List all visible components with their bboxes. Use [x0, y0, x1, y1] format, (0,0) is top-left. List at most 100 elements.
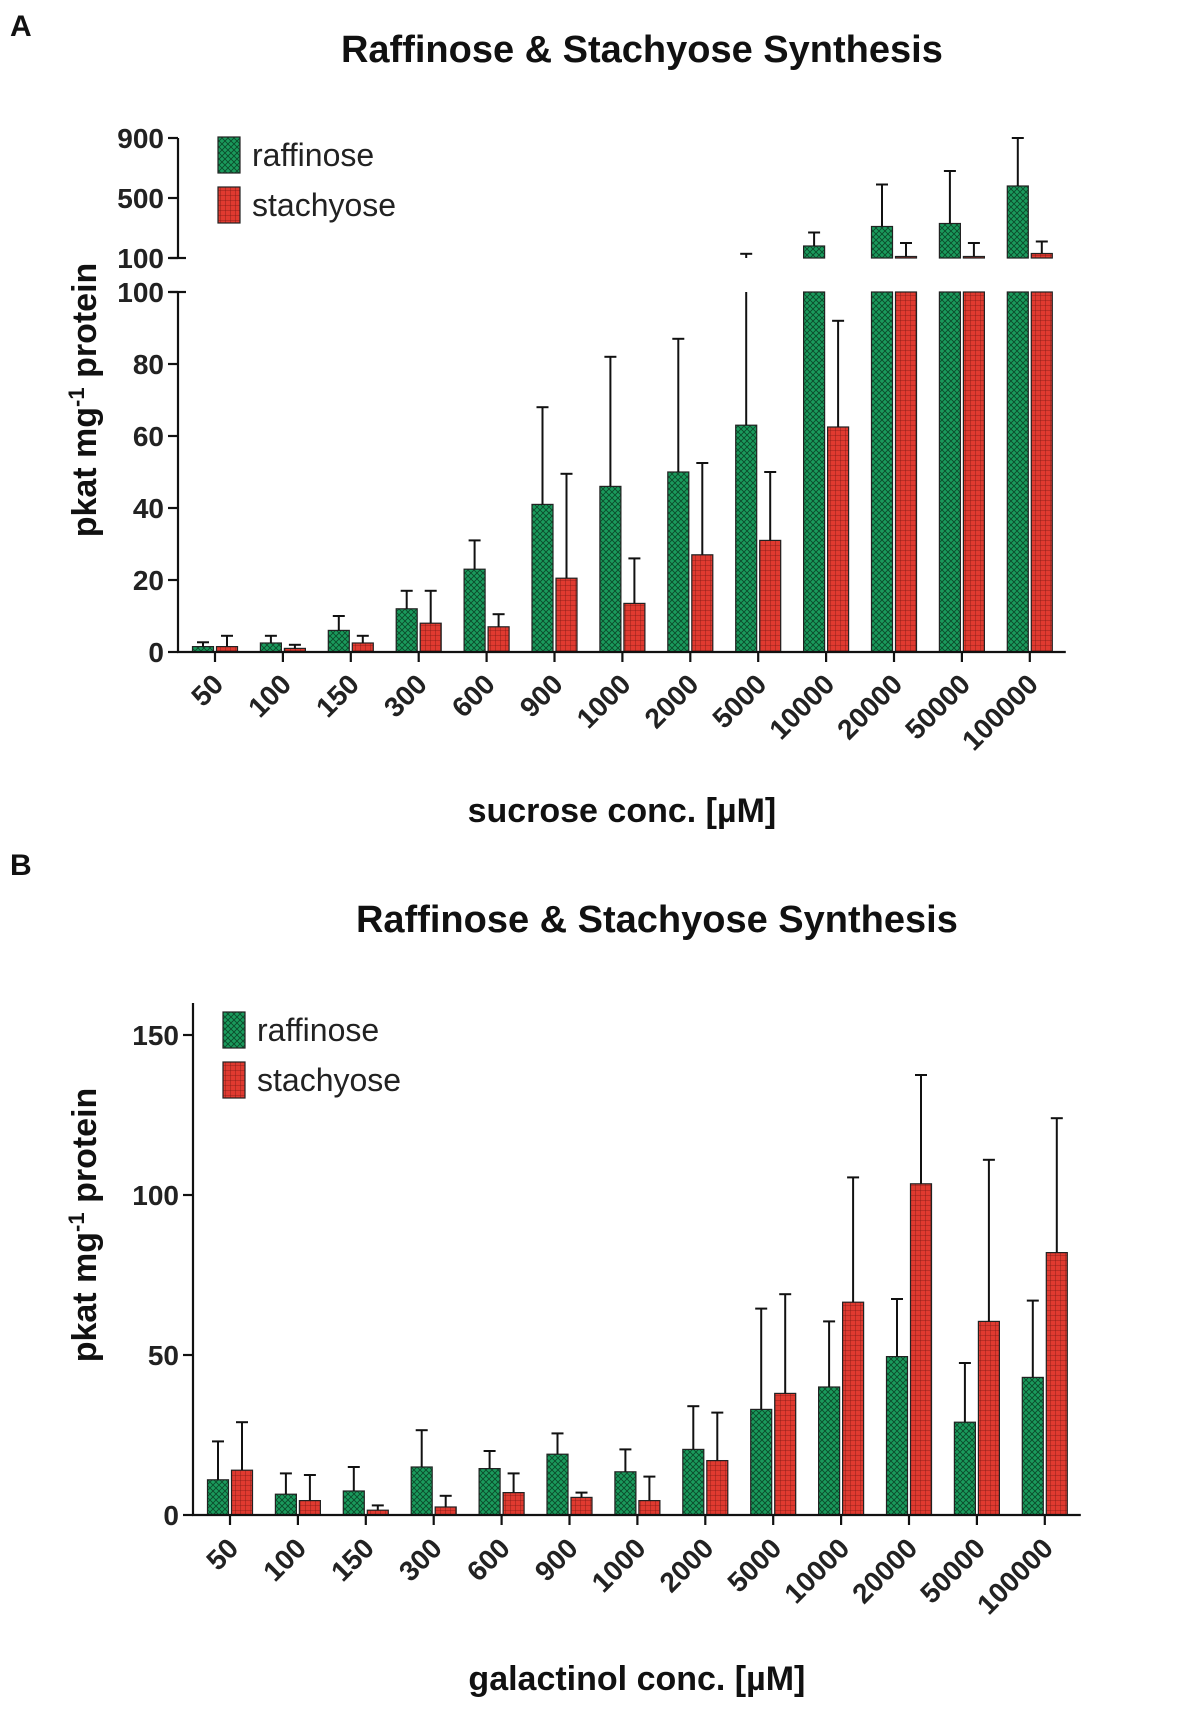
x-tick-label-300: 300: [378, 668, 433, 723]
bar-raffinose-20000: [885, 1355, 909, 1516]
bar-stachyose-100000: [1045, 1251, 1068, 1516]
bar-stachyose-100: [298, 1499, 321, 1516]
y-tick-label-0: 0: [163, 1500, 179, 1531]
y-tick-label-50: 50: [148, 1340, 179, 1371]
x-tick-label-1000: 1000: [571, 668, 637, 734]
bar-raffinose-20000: [870, 291, 894, 653]
x-tick-label-900: 900: [514, 668, 569, 723]
bar-raffinose-1000: [614, 1471, 637, 1516]
bar-stachyose-5000: [759, 539, 782, 653]
x-tick-label-2000: 2000: [654, 1532, 720, 1598]
y-tick-label-100: 100: [132, 1180, 179, 1211]
x-tick-label-600: 600: [461, 1532, 516, 1587]
bar-raffinose-100: [259, 642, 282, 653]
bar-stachyose-600: [487, 626, 510, 653]
bar-raffinose-150: [327, 629, 350, 653]
bar-upper-stachyose-100000: [1030, 252, 1053, 259]
bar-stachyose-1000: [623, 602, 646, 653]
bar-raffinose-5000: [735, 424, 758, 653]
legend-swatch-stachyose: [222, 1061, 246, 1099]
x-tick-label-100000: 100000: [956, 668, 1044, 756]
bar-upper-raffinose-100000: [1006, 185, 1029, 259]
y-axis-label-superscript: -1: [64, 1212, 89, 1232]
x-tick-label-50: 50: [200, 1532, 244, 1576]
y-axis-label-main: pkat mg: [66, 1232, 104, 1362]
bar-upper-stachyose-20000: [894, 255, 918, 259]
bar-raffinose-100: [274, 1493, 297, 1516]
y-tick-label-upper-500: 500: [117, 183, 164, 214]
x-tick-label-300: 300: [393, 1532, 448, 1587]
bar-raffinose-50000: [953, 1421, 977, 1516]
bar-raffinose-600: [463, 568, 486, 653]
bar-raffinose-2000: [667, 471, 690, 653]
x-tick-label-900: 900: [529, 1532, 584, 1587]
y-axis-label-superscript: -1: [64, 387, 89, 407]
bar-raffinose-50: [206, 1479, 230, 1516]
bar-stachyose-50000: [962, 291, 986, 653]
bar-stachyose-20000: [909, 1183, 933, 1516]
bar-raffinose-900: [531, 503, 554, 653]
bar-stachyose-900: [555, 577, 578, 653]
legend-swatch-raffinose: [222, 1011, 246, 1049]
y-tick-label-lower-80: 80: [133, 349, 164, 380]
x-tick-label-2000: 2000: [639, 668, 705, 734]
bar-upper-raffinose-10000: [802, 245, 826, 259]
panel-label: A: [10, 10, 32, 43]
y-tick-label-lower-40: 40: [133, 493, 164, 524]
x-tick-label-100: 100: [242, 668, 297, 723]
y-tick-label-150: 150: [132, 1020, 179, 1051]
bar-stachyose-2000: [706, 1459, 729, 1516]
bar-stachyose-2000: [691, 554, 714, 653]
bar-raffinose-10000: [817, 1386, 841, 1516]
x-tick-label-20000: 20000: [846, 1532, 923, 1609]
bar-stachyose-150: [351, 642, 374, 653]
panel-label: B: [10, 849, 32, 882]
y-tick-label-upper-100: 100: [117, 243, 164, 274]
x-tick-label-150: 150: [310, 668, 365, 723]
legend-swatch-raffinose: [217, 136, 241, 174]
bar-raffinose-1000: [599, 485, 622, 653]
y-axis-label: pkat mg-1 protein: [64, 263, 104, 538]
bar-raffinose-5000: [750, 1408, 773, 1516]
bar-raffinose-100000: [1021, 1376, 1044, 1516]
legend-label-stachyose: stachyose: [257, 1062, 401, 1098]
x-tick-label-50: 50: [185, 668, 229, 712]
bar-stachyose-300: [434, 1506, 457, 1516]
y-tick-label-upper-900: 900: [117, 123, 164, 154]
x-tick-label-10000: 10000: [763, 668, 840, 745]
x-tick-label-20000: 20000: [831, 668, 908, 745]
x-tick-label-150: 150: [325, 1532, 380, 1587]
chart-title: Raffinose & Stachyose Synthesis: [341, 29, 943, 71]
legend-label-raffinose: raffinose: [252, 137, 374, 173]
bar-stachyose-100000: [1030, 291, 1053, 653]
bar-stachyose-10000: [841, 1301, 865, 1516]
x-axis-label: galactinol conc. [µM]: [468, 1660, 805, 1698]
y-axis-label-unit: protein: [66, 1088, 104, 1213]
x-tick-label-100: 100: [257, 1532, 312, 1587]
x-tick-label-10000: 10000: [778, 1532, 855, 1609]
bar-raffinose-10000: [802, 291, 826, 653]
y-tick-label-lower-100: 100: [117, 277, 164, 308]
bar-stachyose-50000: [977, 1320, 1001, 1516]
x-axis-label: sucrose conc. [µM]: [468, 792, 777, 830]
x-tick-label-5000: 5000: [706, 668, 772, 734]
bar-stachyose-50: [230, 1469, 254, 1516]
bar-stachyose-1000: [638, 1499, 661, 1516]
bar-stachyose-300: [419, 622, 442, 653]
bar-raffinose-100000: [1006, 291, 1029, 653]
bar-stachyose-10000: [826, 426, 850, 653]
x-tick-label-600: 600: [446, 668, 501, 723]
legend-label-raffinose: raffinose: [257, 1012, 379, 1048]
bar-stachyose-900: [570, 1496, 593, 1516]
y-axis-label-unit: protein: [66, 263, 104, 388]
y-axis-label-main: pkat mg: [66, 407, 104, 537]
x-tick-label-5000: 5000: [721, 1532, 787, 1598]
bar-raffinose-150: [342, 1490, 365, 1516]
bar-raffinose-50000: [938, 291, 962, 653]
bar-raffinose-900: [546, 1453, 569, 1516]
legend-label-stachyose: stachyose: [252, 187, 396, 223]
y-tick-label-lower-60: 60: [133, 421, 164, 452]
y-tick-label-lower-20: 20: [133, 565, 164, 596]
